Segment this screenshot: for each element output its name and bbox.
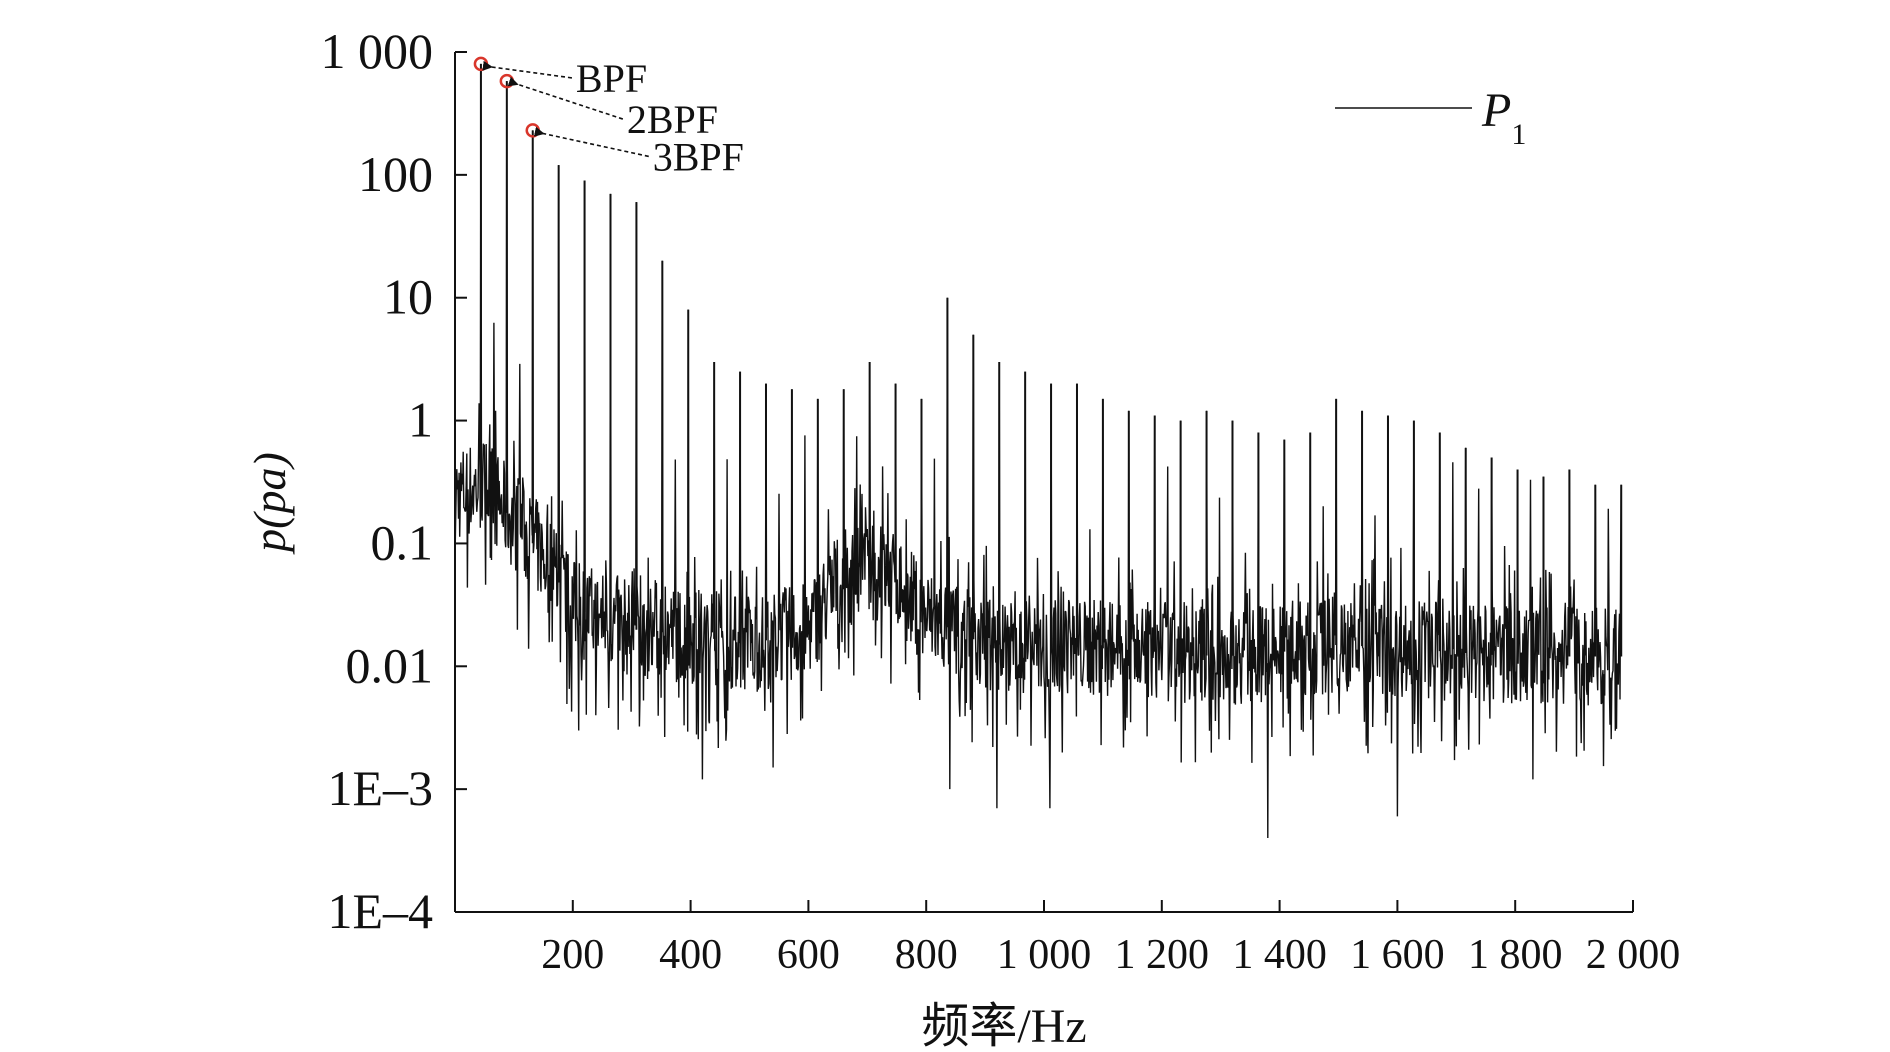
y-tick-label: 0.01 — [346, 637, 434, 693]
x-tick-label: 1 400 — [1232, 932, 1327, 978]
y-tick-label: 1 — [408, 392, 433, 448]
annotation-label: 3BPF — [653, 134, 744, 179]
legend: P1 — [1335, 84, 1526, 151]
x-tick-label: 2 000 — [1586, 932, 1681, 978]
x-tick-label: 1 600 — [1350, 932, 1445, 978]
x-tick-label: 800 — [895, 932, 958, 978]
legend-label-main: P — [1481, 84, 1511, 137]
y-tick-label: 1 000 — [321, 23, 434, 79]
legend-label: P1 — [1481, 84, 1526, 151]
annotation-label: BPF — [576, 56, 647, 101]
y-axis-title-main: p — [244, 529, 295, 555]
y-axis-title-unit: (pa) — [244, 452, 295, 529]
y-tick-label: 1E–4 — [327, 883, 433, 939]
x-tick-label: 200 — [541, 932, 604, 978]
x-tick-label: 1 000 — [997, 932, 1092, 978]
plot-area — [454, 63, 1623, 839]
x-tick-label: 600 — [777, 932, 840, 978]
y-tick-label: 10 — [383, 269, 433, 325]
y-axis-title: p(pa) — [244, 452, 295, 555]
x-tick-label: 1 800 — [1468, 932, 1563, 978]
x-axis-title: 频率/Hz — [921, 1000, 1086, 1052]
y-tick-label: 0.1 — [371, 514, 434, 570]
x-tick-label: 1 200 — [1115, 932, 1210, 978]
axes — [454, 52, 1633, 913]
legend-label-sub: 1 — [1511, 118, 1526, 151]
annotation-label: 2BPF — [627, 97, 718, 142]
y-tick-label: 100 — [358, 146, 433, 202]
y-ticks: 1E–4 1E–3 0.01 0.1 1 10 100 1 000 — [321, 23, 467, 939]
x-tick-label: 400 — [659, 932, 722, 978]
annotation-arrow — [507, 76, 624, 120]
series-p1-line — [454, 63, 1622, 839]
y-tick-label: 1E–3 — [327, 760, 433, 816]
x-ticks: 200 400 600 800 1 000 1 200 1 400 1 600 1 800 2 0… — [541, 900, 1680, 978]
